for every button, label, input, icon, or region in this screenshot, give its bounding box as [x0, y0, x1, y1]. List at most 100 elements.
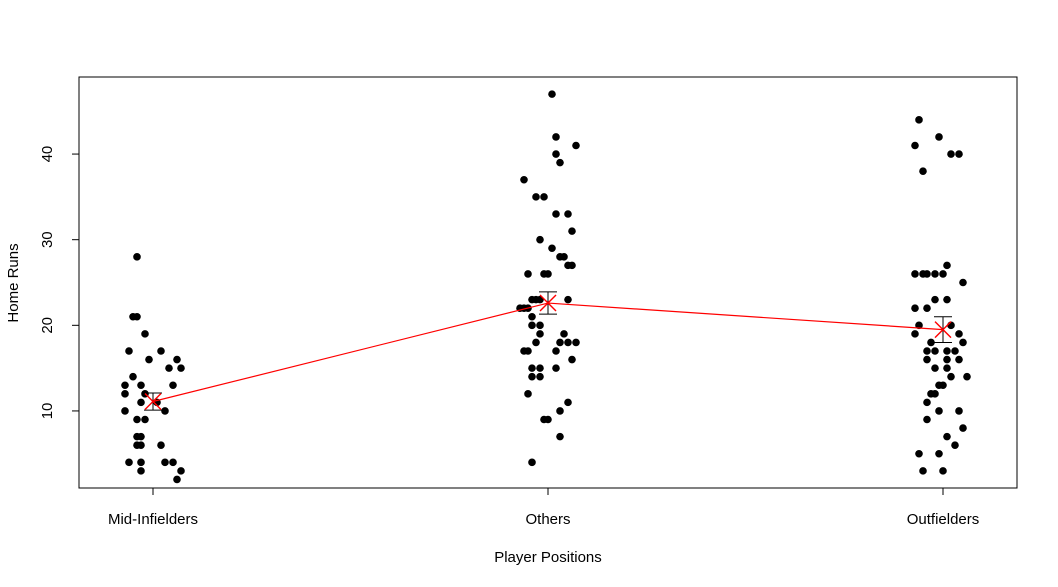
data-point [955, 407, 963, 415]
summary-layer [144, 291, 952, 411]
data-point [552, 364, 560, 372]
data-point [915, 116, 923, 124]
data-point [125, 347, 133, 355]
data-point [536, 235, 544, 244]
data-point [173, 475, 181, 484]
data-point [568, 227, 576, 235]
data-point [137, 398, 145, 407]
x-axis: Mid-Infielders Others Outfielders [108, 488, 979, 528]
data-point [931, 295, 939, 304]
data-point [959, 338, 967, 347]
data-point [528, 312, 536, 321]
data-point [935, 407, 943, 415]
data-point [141, 415, 149, 424]
data-point [939, 270, 947, 278]
data-point [157, 347, 165, 355]
data-point [923, 355, 931, 364]
data-point [536, 330, 544, 338]
data-point [548, 90, 556, 98]
data-point [911, 141, 919, 150]
data-point [564, 338, 572, 347]
data-point [125, 458, 133, 467]
data-point [544, 415, 552, 424]
data-point [959, 278, 967, 287]
data-point [177, 364, 185, 372]
data-point [161, 458, 169, 467]
data-point [121, 381, 129, 390]
data-point [951, 347, 959, 355]
data-point [564, 295, 572, 304]
data-point [915, 321, 923, 330]
data-point [137, 432, 145, 441]
data-point [911, 270, 919, 278]
data-point [145, 355, 153, 364]
data-point [560, 330, 568, 338]
data-point [157, 441, 165, 449]
y-axis: 10 20 30 40 [39, 146, 79, 420]
x-axis-title: Player Positions [494, 549, 602, 566]
data-point [572, 141, 580, 150]
x-tick-label: Others [525, 511, 570, 528]
data-point [137, 458, 145, 467]
data-point [528, 321, 536, 330]
data-point [556, 338, 564, 347]
data-point [528, 458, 536, 467]
data-point [173, 355, 181, 364]
data-point [923, 398, 931, 407]
data-point [943, 355, 951, 364]
data-point [560, 253, 568, 261]
data-point [121, 390, 129, 398]
y-tick-label: 10 [39, 403, 56, 420]
data-point [568, 261, 576, 270]
data-point [129, 372, 137, 381]
data-point [169, 458, 177, 467]
data-point [133, 415, 141, 424]
data-point [133, 253, 141, 261]
data-point [943, 295, 951, 304]
data-point [536, 321, 544, 330]
data-point [939, 381, 947, 390]
data-point [923, 270, 931, 278]
mean-marker-stroke [539, 294, 557, 312]
data-point [943, 261, 951, 270]
y-axis-title: Home Runs [5, 243, 22, 322]
data-point [943, 364, 951, 372]
data-point [943, 432, 951, 441]
data-point [564, 398, 572, 407]
data-point [911, 330, 919, 338]
data-point [524, 390, 532, 398]
data-point [564, 210, 572, 218]
data-point [552, 150, 560, 158]
x-tick-label: Mid-Infielders [108, 511, 198, 528]
data-point [931, 390, 939, 398]
data-point [556, 407, 564, 415]
data-point [947, 321, 955, 330]
data-point [568, 355, 576, 364]
y-tick-label: 20 [39, 317, 56, 334]
x-tick-label: Outfielders [907, 511, 980, 528]
data-point [927, 338, 935, 347]
data-point [955, 355, 963, 364]
data-point [536, 364, 544, 372]
data-point [947, 372, 955, 381]
data-point [524, 270, 532, 278]
mean-marker [934, 321, 952, 339]
data-point [524, 347, 532, 355]
data-point [923, 304, 931, 312]
data-point [137, 441, 145, 449]
data-point [935, 449, 943, 458]
data-point [959, 424, 967, 432]
data-point [161, 407, 169, 415]
data-point [141, 330, 149, 338]
data-point [536, 372, 544, 381]
mean-marker [144, 393, 162, 411]
data-point [528, 372, 536, 381]
data-point [544, 270, 552, 278]
data-point [943, 347, 951, 355]
data-point [951, 441, 959, 449]
data-point [552, 210, 560, 218]
data-point [919, 467, 927, 475]
y-tick-label: 30 [39, 231, 56, 248]
